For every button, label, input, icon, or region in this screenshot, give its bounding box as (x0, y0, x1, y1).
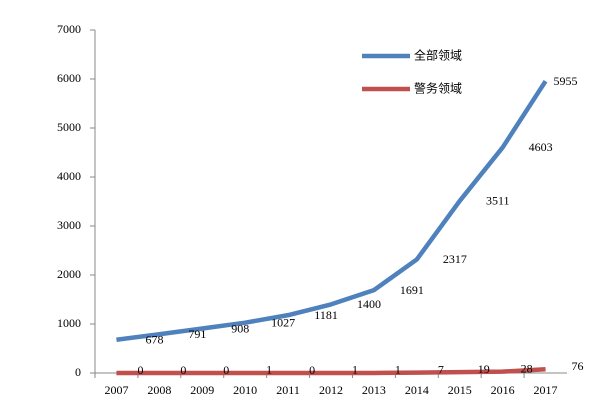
y-tick-label: 2000 (57, 267, 81, 281)
series-line (116, 79, 548, 343)
data-label: 908 (231, 321, 249, 335)
x-tick-label: 2016 (491, 383, 515, 397)
y-tick-label: 7000 (57, 22, 81, 36)
x-tick-label: 2007 (104, 383, 128, 397)
data-label: 3511 (486, 194, 510, 208)
y-tick-label: 1000 (57, 316, 81, 330)
data-label: 1 (266, 363, 272, 377)
x-tick-label: 2014 (405, 383, 429, 397)
x-tick-label: 2011 (276, 383, 300, 397)
x-tick-label: 2012 (319, 383, 343, 397)
data-label: 678 (145, 333, 163, 347)
data-label: 791 (188, 327, 206, 341)
data-label: 1 (395, 363, 401, 377)
data-label: 4603 (529, 140, 553, 154)
data-label: 0 (309, 363, 315, 377)
x-tick-label: 2017 (534, 383, 558, 397)
y-tick-label: 5000 (57, 120, 81, 134)
data-label: 0 (180, 363, 186, 377)
legend-label: 全部领域 (414, 48, 462, 63)
data-label: 7 (438, 362, 444, 376)
data-label: 19 (478, 362, 490, 376)
y-tick-label: 0 (75, 365, 81, 379)
x-tick-label: 2009 (190, 383, 214, 397)
data-label: 5955 (554, 74, 578, 88)
x-tick-label: 2013 (362, 383, 386, 397)
data-label: 1400 (357, 297, 381, 311)
series-line (116, 367, 546, 376)
y-tick-label: 4000 (57, 169, 81, 183)
data-label: 1027 (271, 315, 295, 329)
data-label: 1691 (400, 283, 424, 297)
data-label: 0 (137, 363, 143, 377)
x-tick-label: 2015 (448, 383, 472, 397)
data-label: 0 (223, 363, 229, 377)
x-tick-label: 2010 (233, 383, 257, 397)
x-tick-label: 2008 (147, 383, 171, 397)
y-tick-label: 6000 (57, 71, 81, 85)
y-tick-label: 3000 (57, 218, 81, 232)
data-label: 1181 (314, 308, 338, 322)
data-label: 28 (521, 361, 533, 375)
legend-label: 警务领域 (414, 81, 462, 96)
data-label: 76 (572, 359, 584, 373)
data-label: 2317 (443, 252, 467, 266)
data-label: 1 (352, 363, 358, 377)
